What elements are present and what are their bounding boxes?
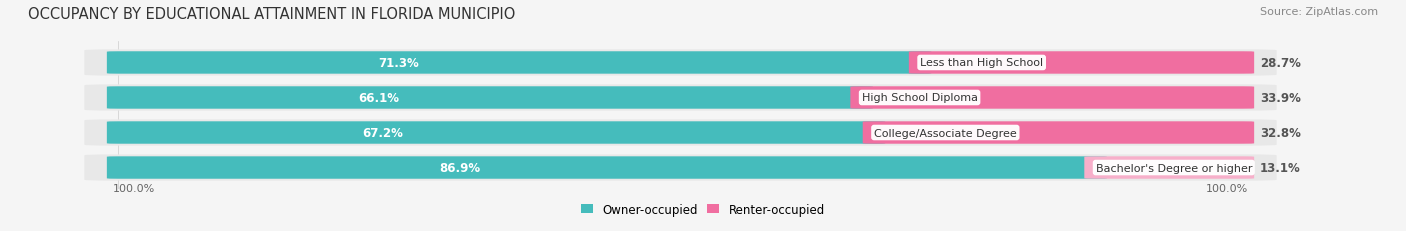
FancyBboxPatch shape [107,157,1107,179]
FancyBboxPatch shape [84,155,1277,181]
Text: 86.9%: 86.9% [440,161,481,174]
FancyBboxPatch shape [84,85,1277,111]
Text: OCCUPANCY BY EDUCATIONAL ATTAINMENT IN FLORIDA MUNICIPIO: OCCUPANCY BY EDUCATIONAL ATTAINMENT IN F… [28,7,516,22]
FancyBboxPatch shape [1084,157,1254,179]
Text: 32.8%: 32.8% [1260,126,1301,139]
Text: High School Diploma: High School Diploma [862,93,977,103]
Legend: Owner-occupied, Renter-occupied: Owner-occupied, Renter-occupied [581,203,825,216]
FancyBboxPatch shape [107,87,873,109]
Text: 66.1%: 66.1% [357,92,399,105]
FancyBboxPatch shape [84,120,1277,146]
FancyBboxPatch shape [863,122,1254,144]
Text: 33.9%: 33.9% [1260,92,1301,105]
Text: Less than High School: Less than High School [920,58,1043,68]
Text: 100.0%: 100.0% [1206,183,1249,193]
FancyBboxPatch shape [84,50,1277,76]
FancyBboxPatch shape [908,52,1254,74]
Text: 67.2%: 67.2% [363,126,404,139]
Text: 100.0%: 100.0% [112,183,155,193]
Text: Bachelor's Degree or higher: Bachelor's Degree or higher [1095,163,1253,173]
Text: College/Associate Degree: College/Associate Degree [875,128,1017,138]
FancyBboxPatch shape [107,52,931,74]
FancyBboxPatch shape [107,122,886,144]
Text: 71.3%: 71.3% [378,57,419,70]
Text: 28.7%: 28.7% [1260,57,1301,70]
Text: Source: ZipAtlas.com: Source: ZipAtlas.com [1260,7,1378,17]
FancyBboxPatch shape [851,87,1254,109]
Text: 13.1%: 13.1% [1260,161,1301,174]
